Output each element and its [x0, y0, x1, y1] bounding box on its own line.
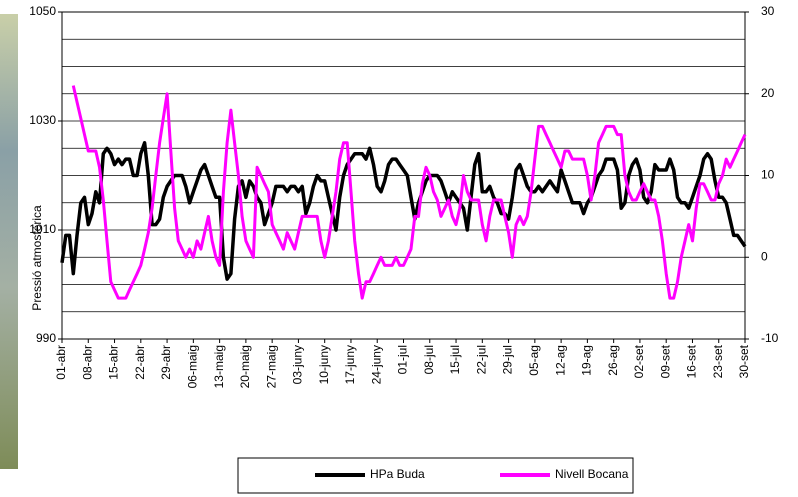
- x-tick-label: 09-set: [658, 344, 672, 378]
- y-tick-label: 1030: [29, 113, 56, 127]
- x-tick-label: 08-jul: [422, 345, 436, 374]
- x-tick-label: 19-ag: [580, 345, 594, 376]
- x-tick-label: 15-abr: [107, 345, 121, 380]
- x-tick-label: 26-ag: [606, 345, 620, 376]
- x-tick-label: 03-juny: [291, 345, 305, 384]
- x-tick-label: 22-abr: [133, 345, 147, 380]
- y2-tick-label: -10: [761, 331, 779, 345]
- x-tick-label: 02-set: [632, 344, 646, 378]
- x-tick-label: 12-ag: [553, 345, 567, 376]
- y-tick-label: 1010: [29, 222, 56, 236]
- x-tick-label: 01-jul: [396, 345, 410, 374]
- x-tick-label: 27-maig: [264, 345, 278, 388]
- y2-tick-label: 0: [761, 249, 768, 263]
- x-tick-label: 22-jul: [474, 345, 488, 374]
- y2-tick-label: 30: [761, 4, 775, 18]
- plot: [62, 86, 745, 299]
- x-tick-label: 30-set: [737, 344, 751, 378]
- x-tick-label: 10-juny: [317, 345, 331, 384]
- x-tick-label: 08-abr: [80, 345, 94, 380]
- y2-tick-label: 10: [761, 168, 775, 182]
- x-tick-label: 29-jul: [501, 345, 515, 374]
- x-tick-label: 01-abr: [54, 345, 68, 380]
- series-line: [62, 143, 745, 279]
- x-tick-label: 05-ag: [527, 345, 541, 376]
- x-tick-label: 20-maig: [238, 345, 252, 388]
- x-tick-label: 24-juny: [369, 345, 383, 384]
- x-tick-label: 15-jul: [448, 345, 462, 374]
- background-photo: [0, 14, 18, 469]
- x-tick-label: 16-set: [685, 344, 699, 378]
- x-tick-label: 17-juny: [343, 345, 357, 384]
- grid: [58, 12, 749, 343]
- x-tick-label: 06-maig: [186, 345, 200, 388]
- legend-label: HPa Buda: [370, 467, 425, 481]
- y-tick-label: 990: [36, 331, 56, 345]
- legend-label: Nivell Bocana: [555, 467, 629, 481]
- x-tick-label: 29-abr: [159, 345, 173, 380]
- y-tick-label: 1050: [29, 4, 56, 18]
- y-axis-label: Pressió atmosfèrica: [30, 205, 44, 311]
- x-tick-label: 23-set: [711, 344, 725, 378]
- chart: Pressió atmosfèrica HPa Buda Nivell Bocan…: [0, 0, 798, 497]
- y2-tick-label: 20: [761, 86, 775, 100]
- x-tick-label: 13-maig: [212, 345, 226, 388]
